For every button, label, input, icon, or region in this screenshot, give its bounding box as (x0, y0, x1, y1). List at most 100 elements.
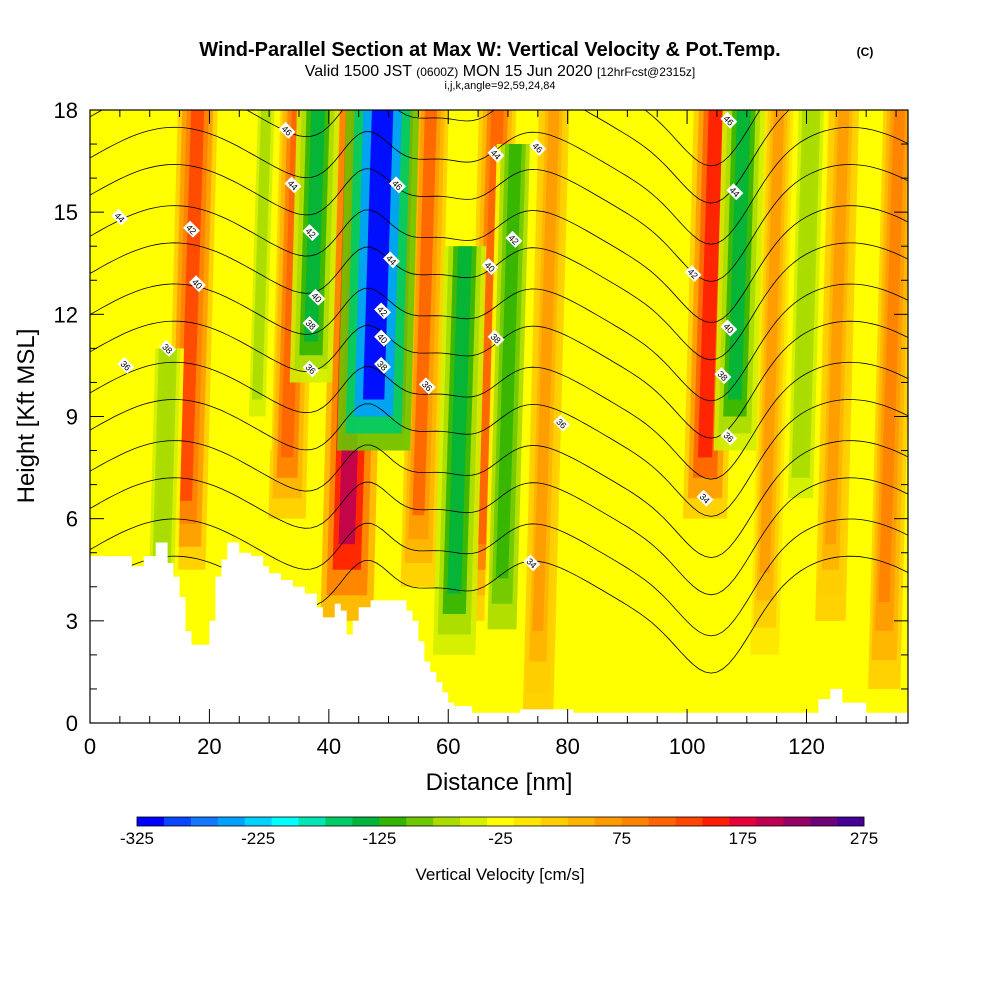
y-tick-label-9: 9 (66, 405, 78, 430)
updraft-column-6-band-3 (532, 110, 560, 632)
y-tick-label-3: 3 (66, 609, 78, 634)
colorbar-ticks: -325 -225 -125 -25 75 175 275 (120, 829, 878, 848)
theta-label-box-19 (505, 230, 523, 248)
theta-label-box-8 (308, 288, 326, 306)
colorbar-swatch-9 (379, 817, 407, 826)
theta-label-box-30 (696, 489, 714, 507)
theta-contours (90, 110, 908, 674)
theta-label-box-13 (374, 302, 392, 320)
x-tick-label-20: 20 (197, 734, 221, 759)
colorbar-swatch-0 (137, 817, 165, 826)
theta-label-box-0 (111, 208, 129, 226)
chart-title: Wind-Parallel Section at Max W: Vertical… (199, 39, 780, 61)
updraft-column-0-band-3 (178, 110, 205, 501)
x-axis-label: Distance [nm] (426, 769, 573, 796)
subtitle-forecast: [12hrFcst@2315z] (597, 65, 695, 79)
colorbar-swatch-24 (783, 817, 811, 826)
theta-label-box-20 (481, 258, 499, 276)
colorbar-tick-1: -225 (241, 829, 275, 848)
colorbar-swatch-8 (352, 817, 380, 826)
colorbar-swatch-20 (675, 817, 703, 826)
colorbar-swatch-3 (217, 817, 246, 826)
colorbar-swatch-1 (163, 817, 192, 826)
colorbar-swatch-11 (433, 817, 461, 826)
theta-label-box-23 (523, 554, 541, 572)
theta-contour-38-0 (90, 399, 908, 517)
subtitle-valid: Valid 1500 JST (305, 63, 416, 80)
theta-label-box-16 (418, 377, 436, 395)
theta-label-box-3 (159, 339, 177, 357)
colorbar-swatch-19 (648, 817, 676, 826)
theta-contour-44-0 (90, 164, 908, 282)
y-tick-label-0: 0 (66, 711, 78, 736)
y-tick-label-15: 15 (54, 200, 78, 225)
updraft-column-4-band-3 (412, 110, 438, 516)
colorbar-label: Vertical Velocity [cm/s] (415, 865, 584, 884)
updraft-column-7-band-3 (697, 110, 723, 458)
colorbar-swatch-25 (810, 817, 838, 826)
y-tick-label-12: 12 (54, 302, 78, 327)
theta-contour-38-1 (90, 361, 908, 480)
colorbar-swatch-17 (594, 817, 622, 826)
colorbar-tick-0: -325 (120, 829, 154, 848)
copyright-mark: (C) (857, 45, 874, 59)
x-tick-label-60: 60 (436, 734, 460, 759)
theta-label-box-12 (383, 251, 401, 269)
theta-label-box-26 (684, 264, 702, 282)
theta-contour-42-0 (90, 242, 908, 361)
terrain-mask (90, 542, 908, 723)
theta-contour-46-0 (90, 110, 790, 204)
colorbar-tick-3: -25 (488, 829, 513, 848)
y-axis: 0 3 6 9 12 15 18 (54, 98, 908, 736)
x-tick-label-120: 120 (788, 734, 825, 759)
downdraft-column-4-band-3 (447, 246, 472, 594)
theta-label-box-1 (183, 220, 200, 238)
theta-contour-34-1 (90, 518, 908, 637)
colorbar-swatch-7 (325, 817, 353, 826)
colorbar-frame (136, 816, 865, 827)
colorbar (136, 816, 865, 827)
theta-label-box-24 (720, 111, 738, 129)
theta-label-box-29 (720, 428, 738, 446)
theta-label-box-7 (302, 224, 320, 242)
y-tick-label-18: 18 (54, 98, 78, 123)
grid-indices: i,j,k,angle=92,59,24,84 (444, 80, 555, 92)
theta-label-box-14 (374, 329, 392, 347)
colorbar-swatch-13 (487, 817, 515, 826)
colorbar-swatch-26 (837, 817, 865, 826)
colorbar-tick-6: 275 (850, 829, 878, 848)
x-tick-label-80: 80 (555, 734, 579, 759)
updraft-column-10-band-3 (878, 110, 906, 603)
x-tick-label-0: 0 (84, 734, 96, 759)
colorbar-swatch-5 (271, 817, 299, 826)
downdraft-column-0-band-3 (156, 348, 174, 552)
downdraft-column-2-band-3 (304, 110, 325, 342)
colorbar-swatch-12 (460, 817, 488, 826)
subtitle-date: MON 15 Jun 2020 (458, 63, 597, 80)
y-axis-label: Height [Kft MSL] (13, 329, 40, 504)
theta-label-box-28 (714, 367, 732, 385)
theta-contour-36-1 (90, 440, 908, 559)
downdraft-column-1-band-3 (252, 110, 272, 400)
colorbar-swatch-14 (513, 817, 542, 826)
colorbar-swatch-21 (702, 817, 730, 826)
theta-contour-44-1 (90, 126, 908, 245)
theta-label-box-10 (302, 360, 320, 378)
theta-label-box-15 (374, 356, 392, 374)
theta-contour-42-1 (90, 205, 908, 324)
theta-label-box-4 (117, 356, 135, 374)
x-tick-label-40: 40 (317, 734, 341, 759)
theta-label-box-6 (284, 176, 302, 194)
theta-label-box-21 (487, 329, 505, 347)
downdraft-column-3-band-3 (362, 110, 394, 400)
colorbar-swatch-2 (190, 817, 219, 826)
theta-label-box-25 (726, 183, 744, 201)
colorbar-swatch-22 (729, 817, 757, 826)
y-tick-label-6: 6 (66, 507, 78, 532)
downdraft-column-7-band-3 (794, 110, 817, 458)
theta-label-box-5 (278, 121, 296, 139)
updraft-column-8-band-3 (759, 110, 785, 574)
theta-label-box-2 (188, 275, 206, 293)
